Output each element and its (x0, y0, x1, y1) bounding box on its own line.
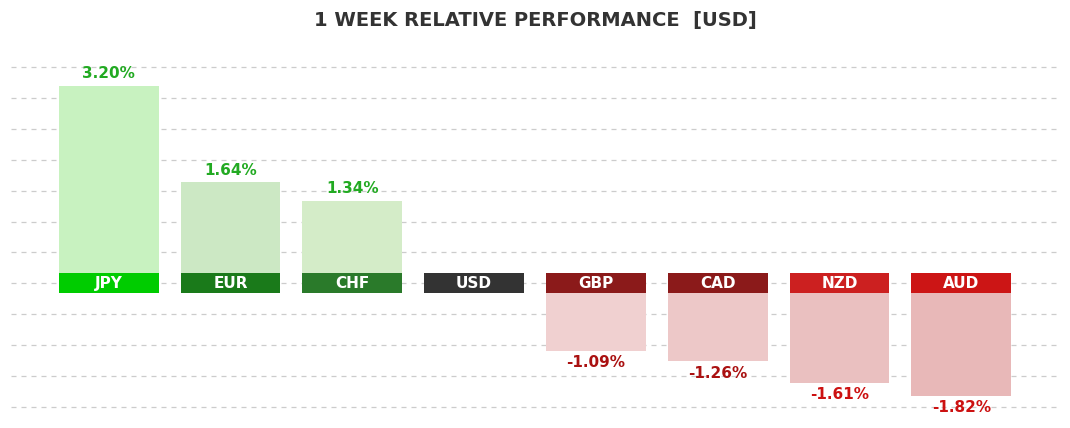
FancyBboxPatch shape (668, 273, 767, 293)
Text: JPY: JPY (95, 276, 123, 291)
FancyBboxPatch shape (424, 273, 524, 293)
Bar (790, 293, 889, 383)
FancyBboxPatch shape (790, 273, 889, 293)
Text: -1.82%: -1.82% (932, 400, 991, 415)
FancyBboxPatch shape (912, 273, 1011, 293)
Text: -1.09%: -1.09% (566, 355, 625, 370)
Text: CAD: CAD (700, 276, 735, 291)
Bar (181, 182, 280, 273)
Text: GBP: GBP (578, 276, 613, 291)
Bar (668, 293, 767, 361)
Bar (912, 293, 1011, 396)
Text: AUD: AUD (943, 276, 979, 291)
Text: -1.61%: -1.61% (810, 387, 869, 402)
Bar (59, 86, 158, 273)
Text: 1.34%: 1.34% (326, 181, 379, 196)
Text: 3.20%: 3.20% (82, 66, 135, 81)
Bar (546, 293, 646, 351)
Text: CHF: CHF (335, 276, 369, 291)
FancyBboxPatch shape (181, 273, 280, 293)
FancyBboxPatch shape (303, 273, 402, 293)
Text: USD: USD (456, 276, 492, 291)
FancyBboxPatch shape (59, 273, 158, 293)
Text: EUR: EUR (213, 276, 248, 291)
Title: 1 WEEK RELATIVE PERFORMANCE  [USD]: 1 WEEK RELATIVE PERFORMANCE [USD] (314, 11, 756, 30)
Text: 1.64%: 1.64% (204, 163, 257, 178)
Text: NZD: NZD (822, 276, 858, 291)
Text: -1.26%: -1.26% (688, 366, 747, 380)
FancyBboxPatch shape (546, 273, 646, 293)
Bar (303, 201, 402, 273)
